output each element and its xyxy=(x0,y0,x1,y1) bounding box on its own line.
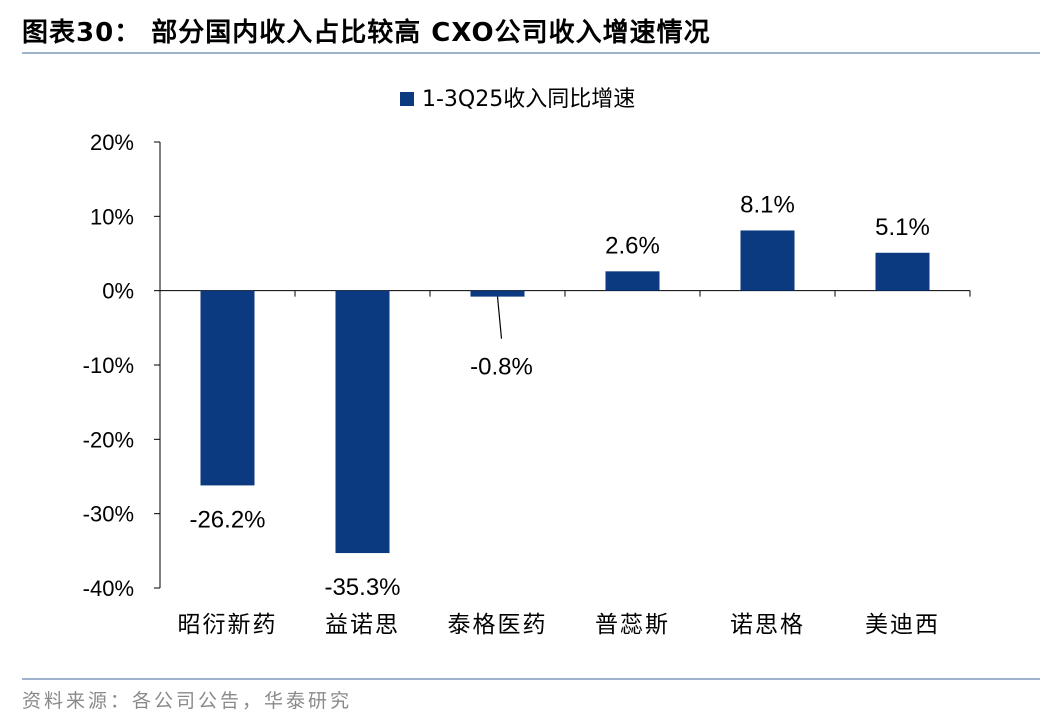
leader-line xyxy=(496,296,503,339)
chart-title: 图表30： 部分国内收入占比较高 CXO公司收入增速情况 xyxy=(22,18,711,48)
y-tick-label: 20% xyxy=(90,130,134,155)
y-tick-label: 10% xyxy=(90,204,134,229)
x-tick-label: 普蕊斯 xyxy=(595,612,670,638)
bar xyxy=(470,290,525,297)
x-tick-label: 昭衍新药 xyxy=(178,612,278,638)
title-bar: 图表30： 部分国内收入占比较高 CXO公司收入增速情况 xyxy=(22,8,1040,54)
y-tick-label: -30% xyxy=(83,502,134,527)
legend-label: 1-3Q25收入同比增速 xyxy=(422,87,635,112)
source-note: 资料来源：各公司公告，华泰研究 xyxy=(22,690,353,712)
data-label: -0.8% xyxy=(470,354,533,381)
y-tick-label: -20% xyxy=(83,427,134,452)
bar xyxy=(875,252,930,291)
y-tick-label: -10% xyxy=(83,353,134,378)
data-label: 2.6% xyxy=(605,232,660,259)
x-tick-label: 益诺思 xyxy=(325,612,400,638)
data-label: -26.2% xyxy=(189,506,265,533)
y-tick-label: 0% xyxy=(102,279,134,304)
x-tick-label: 诺思格 xyxy=(730,612,805,638)
bar xyxy=(605,271,660,291)
footer: 资料来源：各公司公告，华泰研究 xyxy=(22,678,1040,722)
x-tick-label: 泰格医药 xyxy=(448,612,548,638)
data-label: 8.1% xyxy=(740,191,795,218)
bar-chart: 20% 10% 0% -10% -20% -30% -40% 1-3Q25收入同比增速 -26.… xyxy=(83,87,971,638)
legend-swatch xyxy=(400,92,414,106)
bar xyxy=(200,290,255,486)
data-label: 5.1% xyxy=(875,214,930,241)
y-tick-label: -40% xyxy=(83,576,134,601)
x-tick-label: 美迪西 xyxy=(865,612,940,638)
bar xyxy=(335,290,390,554)
bar xyxy=(740,230,795,291)
data-label: -35.3% xyxy=(324,574,400,601)
